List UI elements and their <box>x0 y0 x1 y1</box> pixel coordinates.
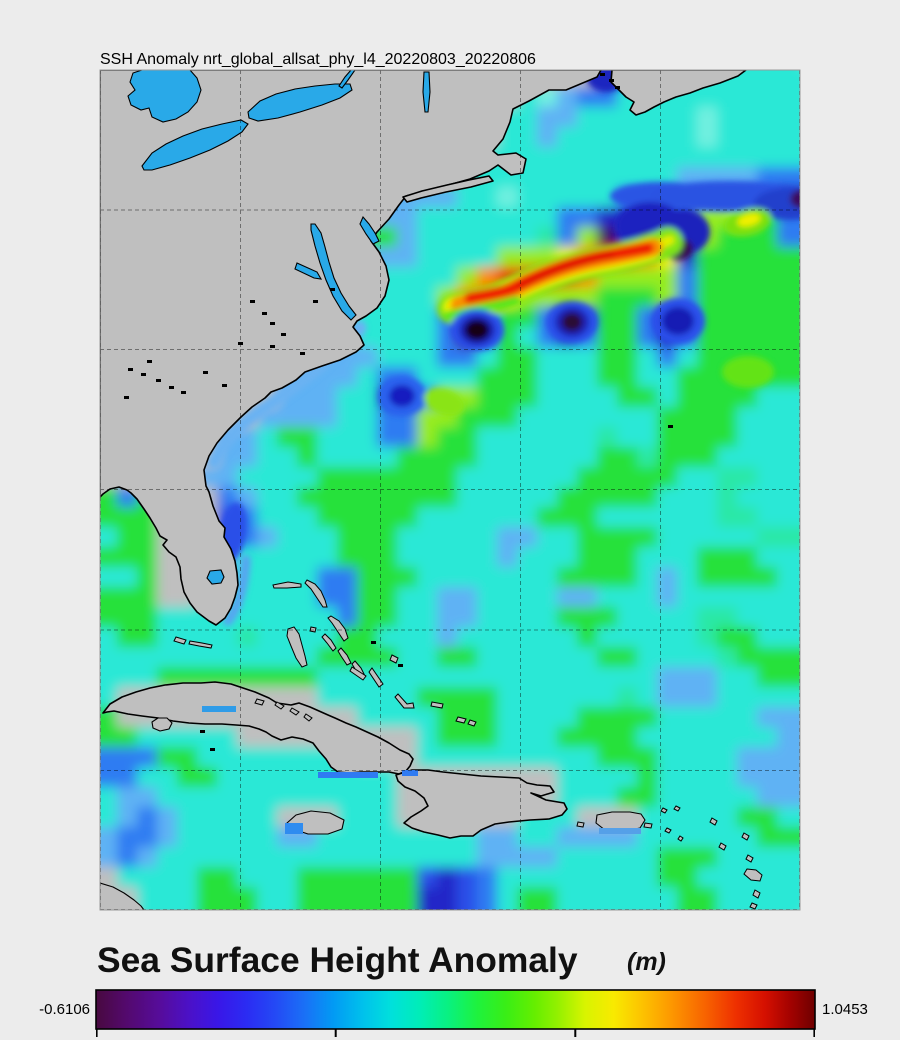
svg-text:Sea Surface Height Anomaly: Sea Surface Height Anomaly <box>97 940 578 980</box>
svg-text:(m): (m) <box>627 948 666 976</box>
svg-text:-0.6106: -0.6106 <box>39 1001 90 1018</box>
svg-text:SSH Anomaly nrt_global_allsat_: SSH Anomaly nrt_global_allsat_phy_l4_202… <box>100 51 536 68</box>
svg-text:1.0453: 1.0453 <box>822 1001 868 1018</box>
